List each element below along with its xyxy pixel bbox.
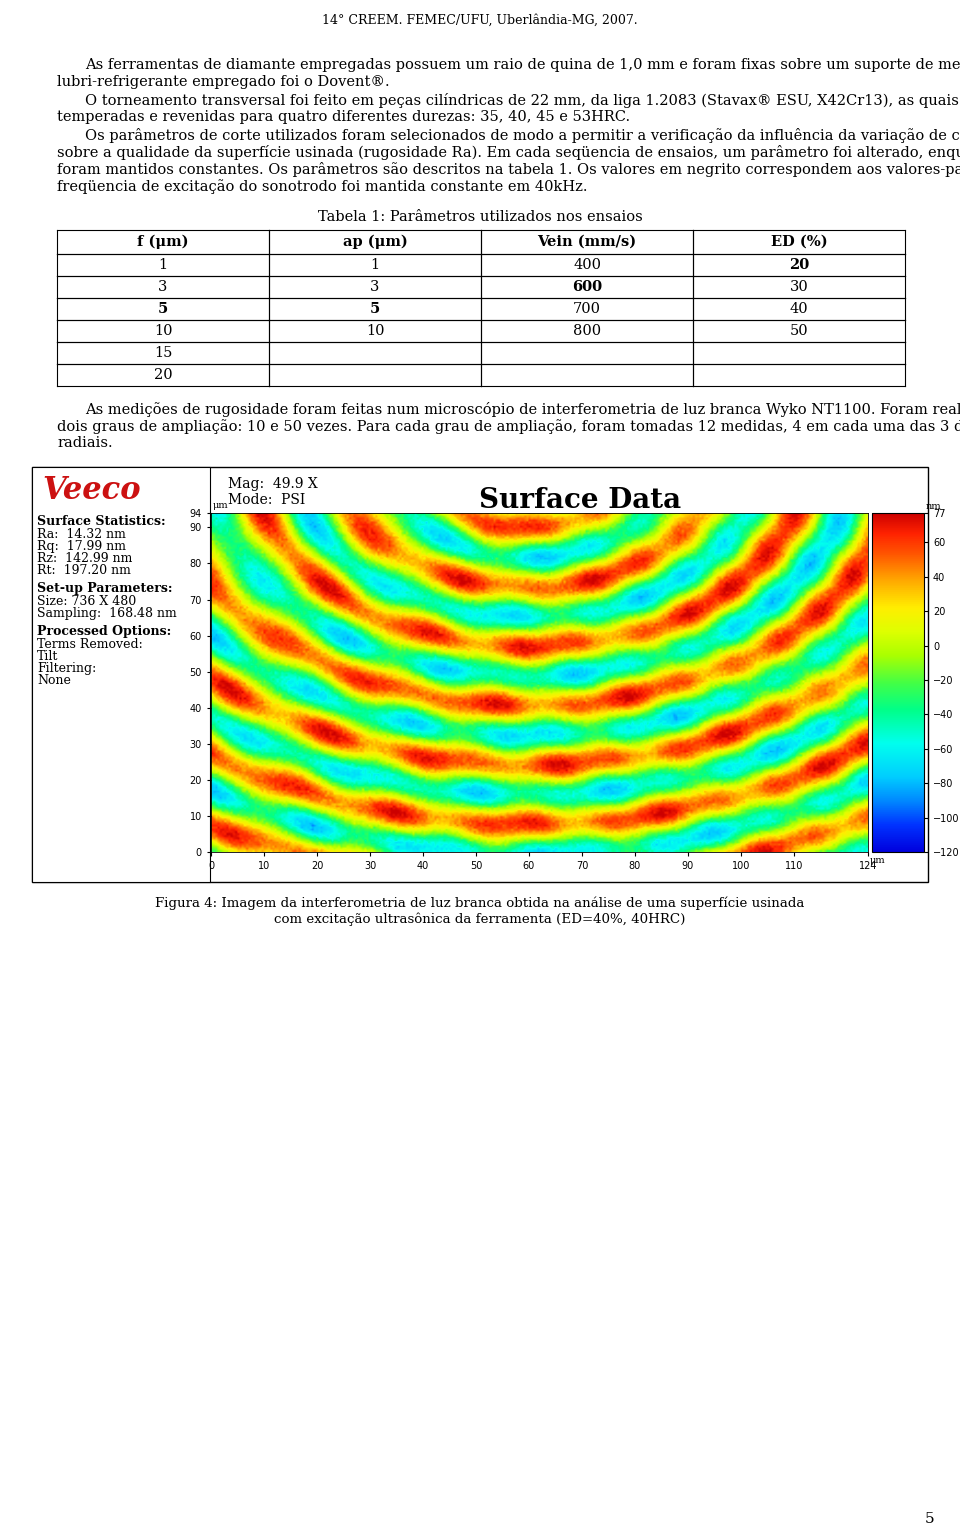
Text: O torneamento transversal foi feito em peças cilíndricas de 22 mm, da liga 1.208: O torneamento transversal foi feito em p… xyxy=(85,93,960,109)
Text: lubri-refrigerante empregado foi o Dovent®.: lubri-refrigerante empregado foi o Doven… xyxy=(57,75,390,89)
Text: 600: 600 xyxy=(572,280,602,294)
Text: 10: 10 xyxy=(366,324,384,338)
Text: 15: 15 xyxy=(154,346,172,360)
Text: Tabela 1: Parâmetros utilizados nos ensaios: Tabela 1: Parâmetros utilizados nos ensa… xyxy=(318,210,642,223)
Text: 30: 30 xyxy=(790,280,808,294)
Text: Terms Removed:: Terms Removed: xyxy=(37,638,143,650)
Bar xyxy=(32,467,928,881)
Text: sobre a qualidade da superfície usinada (rugosidade Ra). Em cada seqüencia de en: sobre a qualidade da superfície usinada … xyxy=(57,145,960,161)
Text: Size: 736 X 480: Size: 736 X 480 xyxy=(37,595,136,607)
Text: 5: 5 xyxy=(370,301,380,317)
Text: μm: μm xyxy=(213,500,228,509)
Text: Set-up Parameters:: Set-up Parameters: xyxy=(37,581,173,595)
Text: 10: 10 xyxy=(154,324,172,338)
Text: μm: μm xyxy=(870,855,886,864)
Text: 5: 5 xyxy=(925,1512,935,1525)
Text: nm: nm xyxy=(926,502,942,511)
Text: dois graus de ampliação: 10 e 50 vezes. Para cada grau de ampliação, foram tomad: dois graus de ampliação: 10 e 50 vezes. … xyxy=(57,419,960,435)
Text: 800: 800 xyxy=(573,324,601,338)
Text: Processed Options:: Processed Options: xyxy=(37,624,171,638)
Bar xyxy=(32,467,210,881)
Text: As medições de rugosidade foram feitas num microscópio de interferometria de luz: As medições de rugosidade foram feitas n… xyxy=(85,402,960,418)
Text: Surface Data: Surface Data xyxy=(479,487,681,514)
Text: As ferramentas de diamante empregadas possuem um raio de quina de 1,0 mm e foram: As ferramentas de diamante empregadas po… xyxy=(85,58,960,72)
Text: 700: 700 xyxy=(573,301,601,317)
Text: Rt:  197.20 nm: Rt: 197.20 nm xyxy=(37,565,131,577)
Text: Ra:  14.32 nm: Ra: 14.32 nm xyxy=(37,528,126,542)
Text: Tilt: Tilt xyxy=(37,650,59,662)
Text: freqüencia de excitação do sonotrodo foi mantida constante em 40kHz.: freqüencia de excitação do sonotrodo foi… xyxy=(57,179,588,194)
Text: 3: 3 xyxy=(371,280,380,294)
Text: 50: 50 xyxy=(790,324,808,338)
Text: 5: 5 xyxy=(157,301,168,317)
Text: Mag:  49.9 X: Mag: 49.9 X xyxy=(228,477,318,491)
Text: Surface Statistics:: Surface Statistics: xyxy=(37,516,166,528)
Text: ED (%): ED (%) xyxy=(771,236,828,249)
Text: Rq:  17.99 nm: Rq: 17.99 nm xyxy=(37,540,126,552)
Text: 20: 20 xyxy=(789,259,809,272)
Text: Rz:  142.99 nm: Rz: 142.99 nm xyxy=(37,552,132,565)
Text: 20: 20 xyxy=(154,369,172,382)
Text: Veeco: Veeco xyxy=(42,474,140,506)
Text: 3: 3 xyxy=(158,280,168,294)
Text: Figura 4: Imagem da interferometria de luz branca obtida na análise de uma super: Figura 4: Imagem da interferometria de l… xyxy=(156,897,804,909)
Text: 40: 40 xyxy=(790,301,808,317)
Text: foram mantidos constantes. Os parâmetros são descritos na tabela 1. Os valores e: foram mantidos constantes. Os parâmetros… xyxy=(57,162,960,177)
Text: Mode:  PSI: Mode: PSI xyxy=(228,493,305,506)
Text: Os parâmetros de corte utilizados foram selecionados de modo a permitir a verifi: Os parâmetros de corte utilizados foram … xyxy=(85,129,960,142)
Text: 400: 400 xyxy=(573,259,601,272)
Text: Sampling:  168.48 nm: Sampling: 168.48 nm xyxy=(37,607,177,620)
Text: com excitação ultrasônica da ferramenta (ED=40%, 40HRC): com excitação ultrasônica da ferramenta … xyxy=(275,912,685,926)
Text: 1: 1 xyxy=(371,259,379,272)
Text: f (μm): f (μm) xyxy=(137,234,189,249)
Text: temperadas e revenidas para quatro diferentes durezas: 35, 40, 45 e 53HRC.: temperadas e revenidas para quatro difer… xyxy=(57,110,630,124)
Text: radiais.: radiais. xyxy=(57,436,112,450)
Text: ap (μm): ap (μm) xyxy=(343,234,407,249)
Text: Vein (mm/s): Vein (mm/s) xyxy=(538,236,636,249)
Text: 14° CREEM. FEMEC/UFU, Uberlândia-MG, 2007.: 14° CREEM. FEMEC/UFU, Uberlândia-MG, 200… xyxy=(323,14,637,28)
Text: Filtering:: Filtering: xyxy=(37,662,96,675)
Text: None: None xyxy=(37,675,71,687)
Text: 1: 1 xyxy=(158,259,168,272)
